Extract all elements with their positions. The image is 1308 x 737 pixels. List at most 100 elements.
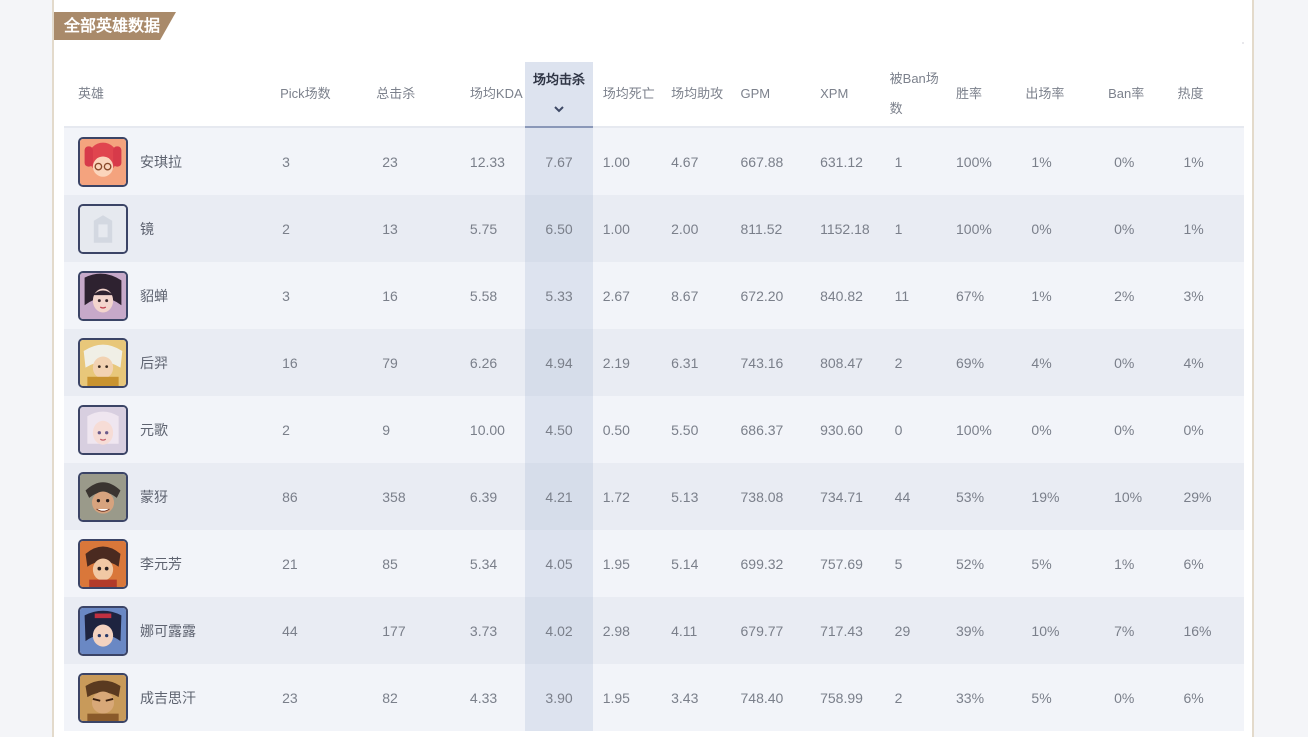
houyi-portrait-icon xyxy=(80,339,126,386)
header-avg-kills-label: 场均击杀 xyxy=(533,72,586,87)
cell-hero[interactable]: 蒙犽 xyxy=(64,463,265,530)
avatar[interactable] xyxy=(78,404,128,455)
header-avg-deaths[interactable]: 场均死亡 xyxy=(592,62,662,128)
cell-heat: 4% xyxy=(1173,329,1244,396)
cell-gpm: 679.77 xyxy=(729,597,810,664)
cell-avg-kills: 4.05 xyxy=(525,530,593,597)
header-pick[interactable]: Pick场数 xyxy=(264,62,373,128)
cell-winrate: 100% xyxy=(953,195,1023,262)
hero-name[interactable]: 蒙犽 xyxy=(140,488,168,505)
hero-name[interactable]: 成吉思汗 xyxy=(140,689,196,706)
table-row[interactable]: 蒙犽 86 358 6.39 4.21 1.72 5.13 738.08 734.71 44 53%… xyxy=(64,463,1244,530)
divider xyxy=(1242,42,1244,44)
hero-name[interactable]: 貂蝉 xyxy=(140,287,168,304)
cell-banned: 29 xyxy=(885,597,954,664)
avatar[interactable] xyxy=(78,538,128,589)
cell-gpm: 748.40 xyxy=(729,664,810,731)
cell-avg-assists: 6.31 xyxy=(661,329,730,396)
cell-avg-deaths: 1.95 xyxy=(592,530,662,597)
cell-banned: 11 xyxy=(885,262,954,329)
hero-name[interactable]: 安琪拉 xyxy=(140,153,182,170)
hero-name[interactable]: 李元芳 xyxy=(140,555,182,572)
cell-pickrate: 19% xyxy=(1022,463,1105,530)
hero-info[interactable]: 蒙犽 xyxy=(64,471,264,522)
cell-xpm: 808.47 xyxy=(809,329,886,396)
cell-xpm: 840.82 xyxy=(809,262,886,329)
hero-info[interactable]: 娜可露露 xyxy=(64,605,264,656)
cell-hero[interactable]: 元歌 xyxy=(64,396,265,463)
cell-avg-deaths: 0.50 xyxy=(592,396,662,463)
avatar[interactable] xyxy=(78,337,128,388)
avatar[interactable] xyxy=(78,605,128,656)
header-xpm[interactable]: XPM xyxy=(809,62,886,128)
table-row[interactable]: 娜可露露 44 177 3.73 4.02 2.98 4.11 679.77 717.43 29 3… xyxy=(64,597,1244,664)
cell-hero[interactable]: 安琪拉 xyxy=(64,127,265,195)
table-row[interactable]: 镜 2 13 5.75 6.50 1.00 2.00 811.52 1152.18 1 100% 0%… xyxy=(64,195,1244,262)
header-winrate[interactable]: 胜率 xyxy=(953,62,1023,128)
avatar[interactable] xyxy=(78,672,128,723)
header-avg-assists[interactable]: 场均助攻 xyxy=(661,62,730,128)
header-heat[interactable]: 热度 xyxy=(1173,62,1244,128)
cell-hero[interactable]: 娜可露露 xyxy=(64,597,265,664)
header-pickrate[interactable]: 出场率 xyxy=(1022,62,1105,128)
cell-xpm: 717.43 xyxy=(809,597,886,664)
table-header-row: 英雄 Pick场数 总击杀 场均KDA 场均击杀 场均死亡 场均助攻 GPM X… xyxy=(64,62,1244,128)
hero-info[interactable]: 安琪拉 xyxy=(64,136,264,187)
cell-xpm: 631.12 xyxy=(809,127,886,195)
header-gpm[interactable]: GPM xyxy=(729,62,810,128)
cell-avg-assists: 4.11 xyxy=(661,597,730,664)
cell-hero[interactable]: 李元芳 xyxy=(64,530,265,597)
cell-kills: 82 xyxy=(372,664,454,731)
cell-winrate: 52% xyxy=(953,530,1023,597)
hero-info[interactable]: 成吉思汗 xyxy=(64,672,264,723)
hero-info[interactable]: 元歌 xyxy=(64,404,264,455)
cell-avg-kills: 6.50 xyxy=(525,195,593,262)
header-avg-kills[interactable]: 场均击杀 xyxy=(525,62,593,128)
cell-kda: 6.26 xyxy=(453,329,526,396)
cell-avg-deaths: 1.72 xyxy=(592,463,662,530)
header-banned[interactable]: 被Ban场数 xyxy=(885,62,954,128)
hero-name[interactable]: 后羿 xyxy=(140,354,168,371)
cell-kda: 3.73 xyxy=(453,597,526,664)
cell-hero[interactable]: 镜 xyxy=(64,195,265,262)
cell-kills: 16 xyxy=(372,262,454,329)
cell-xpm: 930.60 xyxy=(809,396,886,463)
avatar[interactable] xyxy=(78,270,128,321)
cell-kda: 6.39 xyxy=(453,463,526,530)
table-row[interactable]: 貂蝉 3 16 5.58 5.33 2.67 8.67 672.20 840.82 11 67% 1%… xyxy=(64,262,1244,329)
cell-banned: 0 xyxy=(885,396,954,463)
cell-kills: 79 xyxy=(372,329,454,396)
header-banrate[interactable]: Ban率 xyxy=(1104,62,1174,128)
cell-hero[interactable]: 成吉思汗 xyxy=(64,664,265,731)
cell-pickrate: 1% xyxy=(1022,262,1105,329)
cell-heat: 0% xyxy=(1173,396,1244,463)
header-kda[interactable]: 场均KDA xyxy=(453,62,526,128)
table-row[interactable]: 李元芳 21 85 5.34 4.05 1.95 5.14 699.32 757.69 5 52% 5… xyxy=(64,530,1244,597)
avatar[interactable] xyxy=(78,471,128,522)
cell-pick: 16 xyxy=(264,329,373,396)
hero-name[interactable]: 镜 xyxy=(140,220,154,237)
cell-winrate: 100% xyxy=(953,127,1023,195)
liyuanfang-portrait-icon xyxy=(80,540,126,587)
hero-info[interactable]: 貂蝉 xyxy=(64,270,264,321)
table-row[interactable]: 后羿 16 79 6.26 4.94 2.19 6.31 743.16 808.47 2 69% 4%… xyxy=(64,329,1244,396)
avatar[interactable] xyxy=(78,203,128,254)
hero-info[interactable]: 镜 xyxy=(64,203,264,254)
cell-pickrate: 1% xyxy=(1022,127,1105,195)
cell-avg-deaths: 2.98 xyxy=(592,597,662,664)
cell-heat: 1% xyxy=(1173,127,1244,195)
avatar[interactable] xyxy=(78,136,128,187)
hero-name[interactable]: 娜可露露 xyxy=(140,622,196,639)
table-row[interactable]: 安琪拉 3 23 12.33 7.67 1.00 4.67 667.88 631.12 1 100%… xyxy=(64,127,1244,195)
hero-info[interactable]: 李元芳 xyxy=(64,538,264,589)
hero-name[interactable]: 元歌 xyxy=(140,421,168,438)
chevron-down-icon[interactable] xyxy=(525,99,592,117)
header-kills[interactable]: 总击杀 xyxy=(372,62,454,128)
cell-banrate: 7% xyxy=(1104,597,1174,664)
cell-hero[interactable]: 后羿 xyxy=(64,329,265,396)
table-row[interactable]: 成吉思汗 23 82 4.33 3.90 1.95 3.43 748.40 758.99 2 33%… xyxy=(64,664,1244,731)
cell-hero[interactable]: 貂蝉 xyxy=(64,262,265,329)
hero-info[interactable]: 后羿 xyxy=(64,337,264,388)
cell-pick: 44 xyxy=(264,597,373,664)
table-row[interactable]: 元歌 2 9 10.00 4.50 0.50 5.50 686.37 930.60 0 100% 0%… xyxy=(64,396,1244,463)
